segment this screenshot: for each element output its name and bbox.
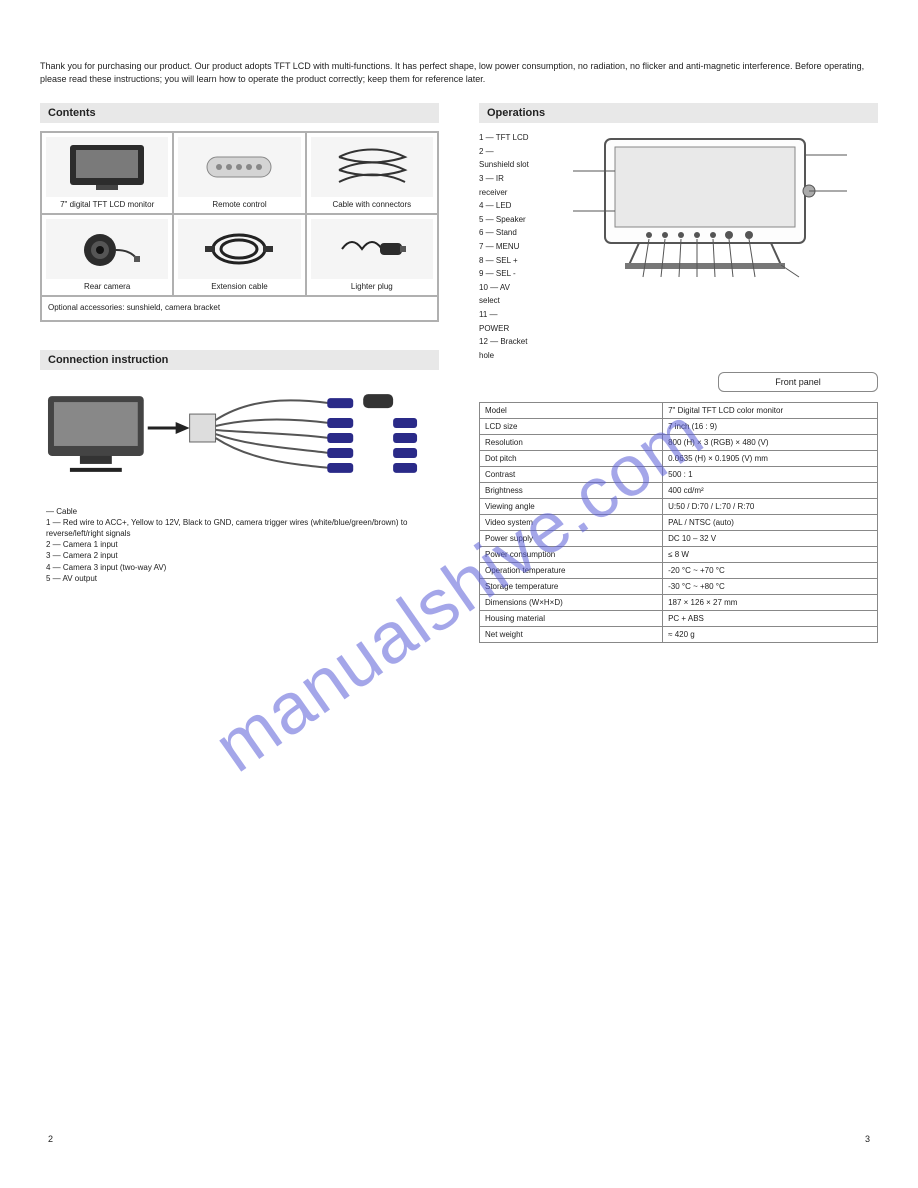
spec-val: 800 (H) × 3 (RGB) × 480 (V) xyxy=(663,435,878,451)
contents-label: Cable with connectors xyxy=(311,200,433,209)
spec-val: PC + ABS xyxy=(663,611,878,627)
spec-table: Model7" Digital TFT LCD color monitor LC… xyxy=(479,402,878,643)
camera-icon xyxy=(46,219,168,279)
table-row: Brightness400 cd/m² xyxy=(480,483,878,499)
front-panel-diagram xyxy=(539,131,878,281)
table-row: Model7" Digital TFT LCD color monitor xyxy=(480,403,878,419)
contents-item: Cable with connectors xyxy=(306,132,438,214)
page-number-left: 2 xyxy=(48,1134,53,1144)
table-row: Dot pitch0.0635 (H) × 0.1905 (V) mm xyxy=(480,451,878,467)
conn-label: — Cable xyxy=(46,506,439,517)
cable-icon xyxy=(311,137,433,197)
spec-key: Contrast xyxy=(480,467,663,483)
fp-item: 8 — SEL + xyxy=(479,254,529,268)
right-column: Operations 1 — TFT LCD 2 — Sunshield slo… xyxy=(479,103,878,643)
fp-item: 2 — Sunshield slot xyxy=(479,145,529,172)
spec-key: Storage temperature xyxy=(480,579,663,595)
fp-item: 4 — LED xyxy=(479,199,529,213)
table-row: Storage temperature-30 °C ~ +80 °C xyxy=(480,579,878,595)
spec-val: ≈ 420 g xyxy=(663,627,878,643)
conn-label: 3 — Camera 2 input xyxy=(46,550,439,561)
fp-item: 5 — Speaker xyxy=(479,213,529,227)
connection-diagram xyxy=(40,378,439,498)
left-column: Contents 7" digital TFT LCD monitor Remo… xyxy=(40,103,439,643)
spec-val: 400 cd/m² xyxy=(663,483,878,499)
conn-label: 5 — AV output xyxy=(46,573,439,584)
contents-item: Remote control xyxy=(173,132,305,214)
contents-item: 7" digital TFT LCD monitor xyxy=(41,132,173,214)
section-title-contents: Contents xyxy=(40,103,439,123)
page-number-right: 3 xyxy=(865,1134,870,1144)
monitor-icon xyxy=(46,137,168,197)
contents-item: Lighter plug xyxy=(306,214,438,296)
lighter-plug-icon xyxy=(311,219,433,279)
spec-val: U:50 / D:70 / L:70 / R:70 xyxy=(663,499,878,515)
table-row: Contrast500 : 1 xyxy=(480,467,878,483)
fp-item: 11 — POWER xyxy=(479,308,529,335)
spec-val: DC 10 – 32 V xyxy=(663,531,878,547)
contents-item: Rear camera xyxy=(41,214,173,296)
fp-item: 3 — IR receiver xyxy=(479,172,529,199)
spec-key: Video system xyxy=(480,515,663,531)
contents-grid: 7" digital TFT LCD monitor Remote contro… xyxy=(40,131,439,321)
contents-label: Extension cable xyxy=(178,282,300,291)
spec-key: Net weight xyxy=(480,627,663,643)
spec-val: 7 inch (16 : 9) xyxy=(663,419,878,435)
table-row: LCD size7 inch (16 : 9) xyxy=(480,419,878,435)
fp-item: 1 — TFT LCD xyxy=(479,131,529,145)
spec-val: 7" Digital TFT LCD color monitor xyxy=(663,403,878,419)
table-row: Net weight≈ 420 g xyxy=(480,627,878,643)
spec-val: PAL / NTSC (auto) xyxy=(663,515,878,531)
spec-val: 187 × 126 × 27 mm xyxy=(663,595,878,611)
contents-item: Extension cable xyxy=(173,214,305,296)
spec-val: -20 °C ~ +70 °C xyxy=(663,563,878,579)
spec-val: 0.0635 (H) × 0.1905 (V) mm xyxy=(663,451,878,467)
table-row: Power supplyDC 10 – 32 V xyxy=(480,531,878,547)
spec-key: Brightness xyxy=(480,483,663,499)
table-row: Power consumption≤ 8 W xyxy=(480,547,878,563)
table-row: Dimensions (W×H×D)187 × 126 × 27 mm xyxy=(480,595,878,611)
contents-label: Rear camera xyxy=(46,282,168,291)
contents-label: Lighter plug xyxy=(311,282,433,291)
fp-item: 12 — Bracket hole xyxy=(479,335,529,362)
spec-table-body: Model7" Digital TFT LCD color monitor LC… xyxy=(480,403,878,643)
conn-label: 4 — Camera 3 input (two-way AV) xyxy=(46,562,439,573)
spec-key: Power consumption xyxy=(480,547,663,563)
spec-key: Model xyxy=(480,403,663,419)
spec-key: Operation temperature xyxy=(480,563,663,579)
front-panel-caption: Front panel xyxy=(718,372,878,392)
spec-key: Viewing angle xyxy=(480,499,663,515)
spec-key: Dimensions (W×H×D) xyxy=(480,595,663,611)
spec-val: 500 : 1 xyxy=(663,467,878,483)
front-panel-numbers: 1 — TFT LCD 2 — Sunshield slot 3 — IR re… xyxy=(479,131,529,362)
section-title-connection: Connection instruction xyxy=(40,350,439,370)
contents-note: Optional accessories: sunshield, camera … xyxy=(41,296,438,320)
fp-item: 7 — MENU xyxy=(479,240,529,254)
remote-icon xyxy=(178,137,300,197)
fp-item: 9 — SEL - xyxy=(479,267,529,281)
spec-key: Dot pitch xyxy=(480,451,663,467)
contents-label: 7" digital TFT LCD monitor xyxy=(46,200,168,209)
spec-key: LCD size xyxy=(480,419,663,435)
spec-key: Power supply xyxy=(480,531,663,547)
section-title-operations: Operations xyxy=(479,103,878,123)
extension-cable-icon xyxy=(178,219,300,279)
spec-key: Resolution xyxy=(480,435,663,451)
spec-key: Housing material xyxy=(480,611,663,627)
table-row: Operation temperature-20 °C ~ +70 °C xyxy=(480,563,878,579)
spec-val: ≤ 8 W xyxy=(663,547,878,563)
table-row: Resolution800 (H) × 3 (RGB) × 480 (V) xyxy=(480,435,878,451)
intro-text: Thank you for purchasing our product. Ou… xyxy=(40,60,878,85)
fp-item: 6 — Stand xyxy=(479,226,529,240)
fp-item: 10 — AV select xyxy=(479,281,529,308)
table-row: Viewing angleU:50 / D:70 / L:70 / R:70 xyxy=(480,499,878,515)
table-row: Video systemPAL / NTSC (auto) xyxy=(480,515,878,531)
connection-labels: — Cable 1 — Red wire to ACC+, Yellow to … xyxy=(40,506,439,584)
contents-label: Remote control xyxy=(178,200,300,209)
conn-label: 2 — Camera 1 input xyxy=(46,539,439,550)
conn-label: 1 — Red wire to ACC+, Yellow to 12V, Bla… xyxy=(46,517,439,539)
table-row: Housing materialPC + ABS xyxy=(480,611,878,627)
spec-val: -30 °C ~ +80 °C xyxy=(663,579,878,595)
